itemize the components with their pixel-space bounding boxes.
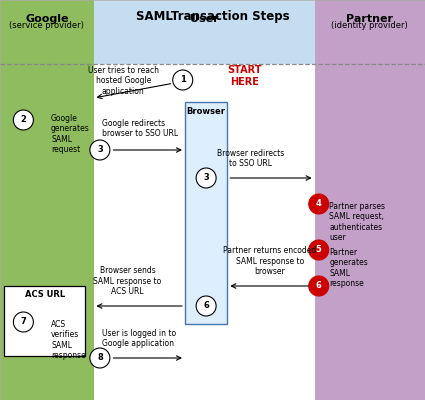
Bar xyxy=(94,0,314,400)
Text: 3: 3 xyxy=(203,174,209,182)
Text: 1: 1 xyxy=(180,76,186,84)
Bar xyxy=(94,0,314,64)
Text: User is logged in to
Google application: User is logged in to Google application xyxy=(102,329,176,348)
Text: Partner
generates
SAML
response: Partner generates SAML response xyxy=(329,248,368,288)
Text: 6: 6 xyxy=(203,302,209,310)
Ellipse shape xyxy=(13,312,34,332)
Bar xyxy=(314,0,425,400)
Text: Partner parses
SAML request,
authenticates
user: Partner parses SAML request, authenticat… xyxy=(329,202,385,242)
Text: 4: 4 xyxy=(316,200,322,208)
Text: 8: 8 xyxy=(97,354,103,362)
Text: Partner: Partner xyxy=(346,14,393,24)
Text: 5: 5 xyxy=(316,246,322,254)
Text: Browser redirects
to SSO URL: Browser redirects to SSO URL xyxy=(217,148,284,168)
Bar xyxy=(0,0,94,400)
Ellipse shape xyxy=(309,194,329,214)
Text: (identity provider): (identity provider) xyxy=(332,21,408,30)
Text: ACS URL: ACS URL xyxy=(25,290,65,299)
Text: 7: 7 xyxy=(20,318,26,326)
Text: 3: 3 xyxy=(97,146,103,154)
Text: Google
generates
SAML
request: Google generates SAML request xyxy=(51,114,90,154)
Bar xyxy=(185,102,227,324)
Ellipse shape xyxy=(173,70,193,90)
Text: Browser: Browser xyxy=(187,107,226,116)
Ellipse shape xyxy=(90,348,110,368)
Text: Partner returns encoded
SAML response to
browser: Partner returns encoded SAML response to… xyxy=(223,246,317,276)
Text: User: User xyxy=(190,14,218,24)
Text: Google: Google xyxy=(25,14,68,24)
Ellipse shape xyxy=(196,168,216,188)
Text: SAMLTransaction Steps: SAMLTransaction Steps xyxy=(136,10,289,23)
Text: 6: 6 xyxy=(316,282,322,290)
Text: Google redirects
browser to SSO URL: Google redirects browser to SSO URL xyxy=(102,119,178,138)
Ellipse shape xyxy=(309,276,329,296)
Ellipse shape xyxy=(13,110,34,130)
Ellipse shape xyxy=(309,240,329,260)
Bar xyxy=(4,286,85,356)
Text: 2: 2 xyxy=(20,116,26,124)
Text: ACS
verifies
SAML
response: ACS verifies SAML response xyxy=(51,320,86,360)
Text: START
HERE: START HERE xyxy=(227,65,262,87)
Ellipse shape xyxy=(196,296,216,316)
Text: Browser sends
SAML response to
ACS URL: Browser sends SAML response to ACS URL xyxy=(94,266,162,296)
Text: (service provider): (service provider) xyxy=(9,21,84,30)
Text: User tries to reach
hosted Google
application: User tries to reach hosted Google applic… xyxy=(88,66,159,96)
Ellipse shape xyxy=(90,140,110,160)
